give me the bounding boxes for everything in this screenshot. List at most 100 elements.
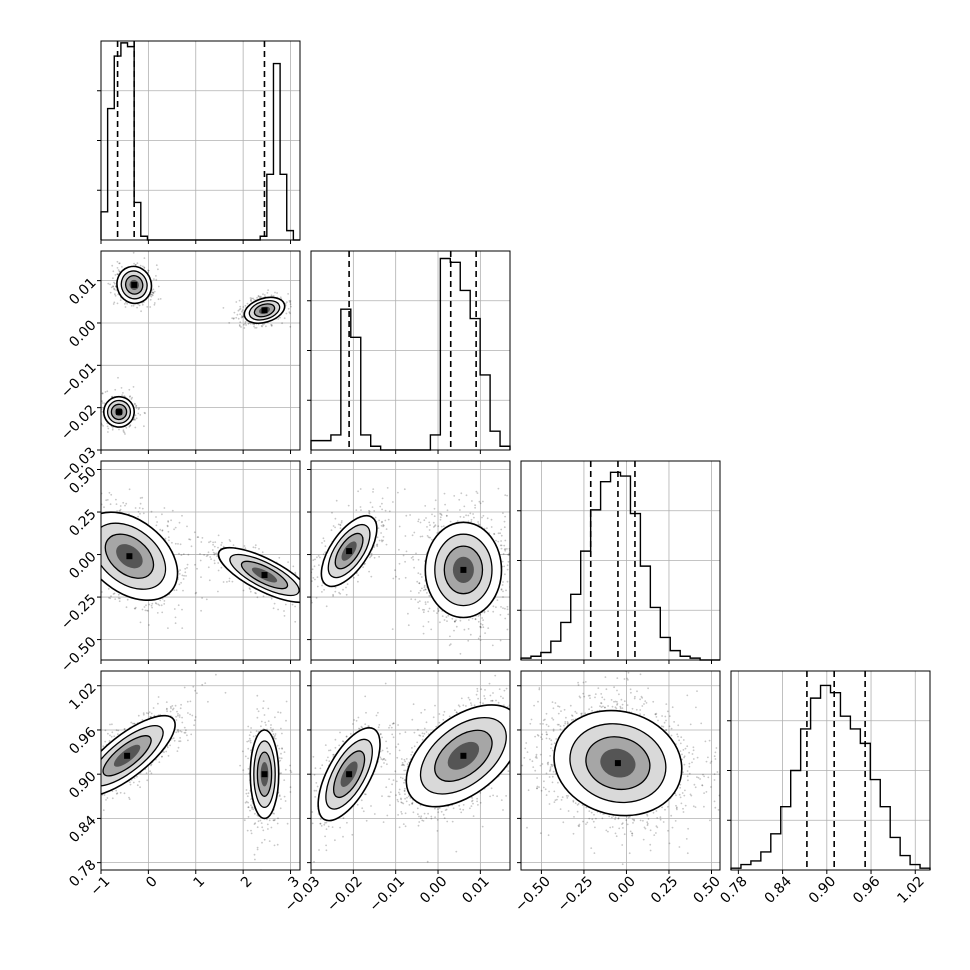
sample-point [97, 541, 99, 543]
sample-point [134, 414, 137, 417]
sample-point [121, 266, 123, 268]
sample-point [117, 593, 120, 596]
sample-point [424, 601, 427, 603]
sample-point [499, 544, 502, 547]
sample-point [332, 525, 335, 527]
sample-point [147, 271, 150, 274]
sample-point [116, 260, 119, 263]
sample-point [436, 532, 439, 534]
sample-point [74, 539, 76, 541]
sample-point [413, 531, 416, 534]
sample-point [62, 535, 64, 537]
sample-point [437, 525, 440, 528]
sample-point [200, 609, 202, 612]
sample-point [96, 419, 98, 421]
sample-point [239, 307, 242, 310]
sample-point [379, 505, 382, 508]
sample-point [236, 313, 239, 316]
sample-point [377, 527, 380, 529]
sample-point [417, 518, 420, 521]
sample-point [112, 303, 115, 305]
grid-lines [521, 461, 720, 660]
sample-point [384, 519, 387, 522]
sample-point [116, 302, 119, 305]
sample-point [147, 269, 150, 272]
sample-point [477, 637, 480, 640]
sample-point [55, 515, 57, 517]
sample-point [286, 301, 288, 304]
sample-point [105, 499, 108, 502]
sample-point [181, 574, 184, 577]
sample-point [357, 574, 360, 576]
sample-point [168, 539, 170, 542]
sample-point [139, 512, 141, 515]
sample-point [270, 294, 273, 297]
sample-point [382, 524, 385, 526]
histogram-panel-0 [97, 40, 301, 244]
sample-point [73, 553, 75, 555]
sample-point [72, 542, 74, 544]
sample-point [373, 556, 376, 559]
sample-point [287, 307, 290, 310]
sample-point [119, 505, 122, 507]
sample-point [194, 563, 196, 566]
sample-point [404, 535, 407, 537]
sample-point [398, 525, 401, 528]
sample-point [312, 559, 315, 561]
sample-point [383, 524, 385, 527]
sample-point [98, 405, 100, 407]
sample-point [459, 619, 462, 622]
sample-point [178, 552, 180, 555]
sample-point [217, 534, 220, 537]
sample-point [513, 565, 515, 567]
sample-point [111, 264, 114, 267]
sample-point [229, 540, 232, 542]
sample-point [112, 593, 115, 595]
sample-point [249, 590, 252, 593]
sample-point [292, 565, 295, 568]
sample-point [214, 541, 217, 543]
sample-point [441, 615, 444, 617]
sample-point [321, 591, 323, 593]
sample-point [173, 528, 175, 531]
sample-point [188, 538, 190, 541]
sample-point [141, 608, 144, 611]
sample-point [382, 525, 384, 528]
sample-point [193, 531, 196, 534]
sample-point [315, 609, 317, 611]
sample-point [479, 639, 482, 641]
sample-point [186, 525, 188, 528]
sample-point [362, 566, 364, 568]
sample-point [114, 274, 117, 276]
sample-point [240, 326, 242, 328]
sample-point [64, 550, 66, 552]
sample-point [262, 324, 264, 326]
sample-point [89, 535, 91, 537]
sample-point [314, 605, 316, 607]
sample-point [247, 322, 250, 325]
sample-point [203, 554, 205, 556]
sample-point [394, 569, 396, 572]
sample-point [272, 607, 275, 610]
sample-point [235, 301, 238, 303]
sample-point [246, 302, 249, 305]
sample-point [93, 544, 95, 546]
sample-point [499, 532, 501, 535]
sample-point [495, 539, 497, 542]
sample-point [305, 593, 307, 595]
sample-point [143, 266, 146, 269]
sample-point [104, 391, 107, 393]
sample-point [465, 514, 467, 517]
sample-point [309, 586, 311, 588]
sample-point [321, 542, 323, 544]
sample-point [322, 537, 325, 540]
sample-point [161, 529, 164, 532]
sample-point [283, 610, 285, 612]
sample-point [347, 504, 350, 507]
sample-point [166, 525, 169, 528]
sample-point [463, 505, 466, 508]
sample-point [221, 541, 223, 544]
sample-point [312, 577, 315, 579]
sample-point [134, 264, 137, 266]
sample-point [305, 613, 307, 615]
